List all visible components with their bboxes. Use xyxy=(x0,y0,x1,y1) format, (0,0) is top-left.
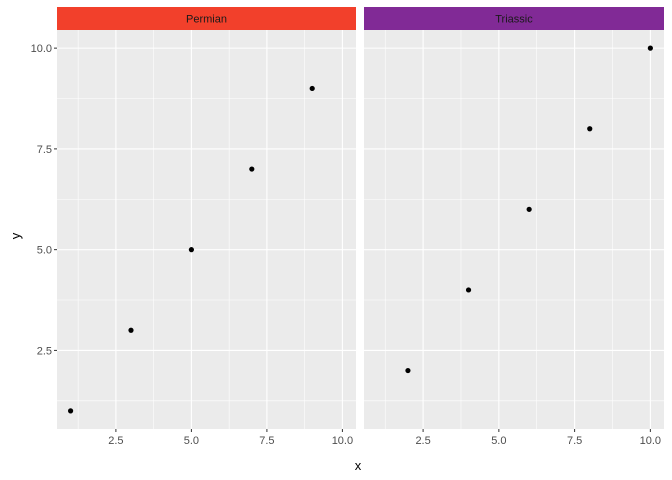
x-tick-label-permian: 10.0 xyxy=(332,435,353,447)
x-tick-label-triassic: 7.5 xyxy=(567,435,582,447)
y-tick-label: 7.5 xyxy=(37,144,52,156)
point-triassic xyxy=(647,45,653,51)
strip-label-triassic: Triassic xyxy=(495,14,533,26)
x-tick-label-triassic: 2.5 xyxy=(415,435,430,447)
x-tick-label-triassic: 10.0 xyxy=(640,435,661,447)
x-tick-label-permian: 5.0 xyxy=(184,435,199,447)
panel-triassic: Triassic 2.5 5.0 7.5 10.0 xyxy=(364,7,664,447)
point-permian xyxy=(128,327,134,333)
y-tick-label: 2.5 xyxy=(37,345,52,357)
x-tick-label-permian: 7.5 xyxy=(259,435,274,447)
x-axis-title: x xyxy=(355,458,362,473)
x-tick-label-triassic: 5.0 xyxy=(491,435,506,447)
strip-triassic xyxy=(364,7,664,30)
strip-label-permian: Permian xyxy=(186,14,227,26)
point-permian xyxy=(309,85,315,92)
y-tick-label: 5.0 xyxy=(37,245,52,257)
strip-permian xyxy=(57,7,356,30)
panel-background-permian xyxy=(57,30,356,429)
point-triassic xyxy=(526,206,532,212)
panel-permian: Permian 2.5 5.0 7.5 10.0 xyxy=(57,7,356,447)
point-permian xyxy=(67,408,74,414)
x-tick-label-permian: 2.5 xyxy=(108,435,123,447)
point-permian xyxy=(249,166,255,172)
point-permian xyxy=(188,247,194,253)
y-axis-title: y xyxy=(8,232,23,239)
point-triassic xyxy=(465,287,472,293)
y-axis: 2.5 5.0 7.5 10.0 xyxy=(31,43,57,357)
panel-background-triassic xyxy=(364,30,664,429)
y-tick-label: 10.0 xyxy=(31,43,52,55)
point-triassic xyxy=(405,367,411,374)
point-triassic xyxy=(587,126,593,132)
panels-layer: Permian 2.5 5.0 7.5 10.0 Triassic 2.5 5.0 7.5 10.… xyxy=(57,7,664,447)
